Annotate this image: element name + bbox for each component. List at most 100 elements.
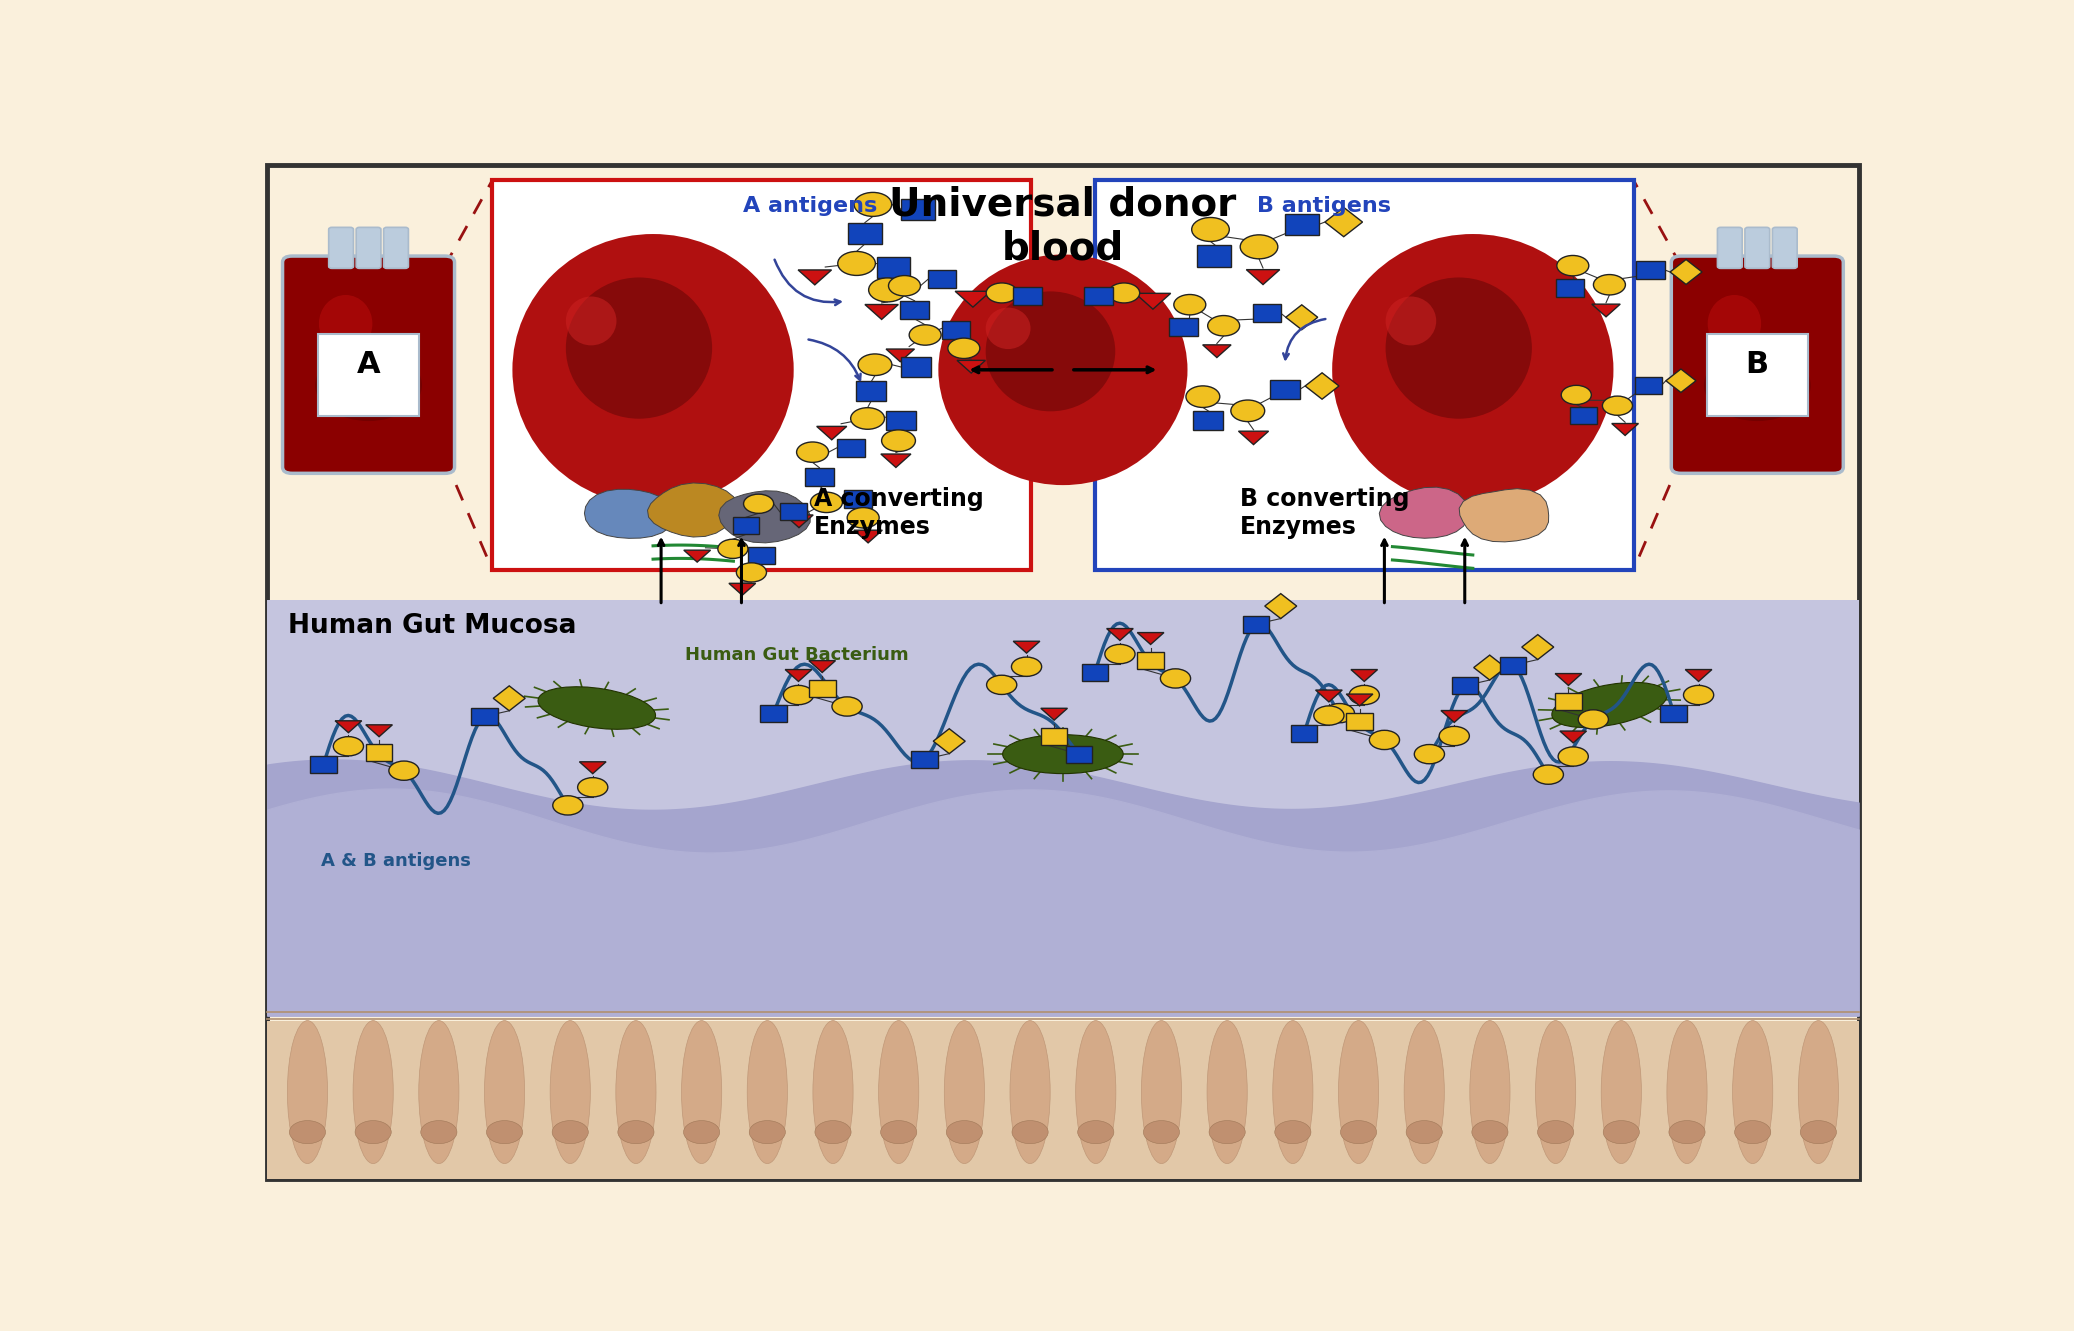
Circle shape bbox=[388, 761, 419, 780]
Ellipse shape bbox=[985, 291, 1116, 411]
Circle shape bbox=[1230, 401, 1265, 422]
Circle shape bbox=[985, 284, 1018, 303]
Circle shape bbox=[1414, 744, 1444, 764]
Polygon shape bbox=[798, 270, 832, 285]
Ellipse shape bbox=[550, 1021, 591, 1163]
Bar bbox=[1661, 704, 1686, 721]
Bar bbox=[1570, 407, 1597, 425]
Bar bbox=[1041, 728, 1068, 744]
Bar bbox=[311, 756, 336, 773]
Polygon shape bbox=[1265, 594, 1296, 619]
Circle shape bbox=[487, 1121, 523, 1143]
Polygon shape bbox=[854, 530, 881, 543]
FancyBboxPatch shape bbox=[282, 256, 454, 474]
Circle shape bbox=[1108, 284, 1141, 303]
Circle shape bbox=[1670, 1121, 1705, 1143]
Polygon shape bbox=[1305, 373, 1340, 399]
Polygon shape bbox=[1379, 487, 1468, 538]
Circle shape bbox=[832, 697, 863, 716]
Bar bbox=[732, 518, 759, 534]
Circle shape bbox=[552, 1121, 589, 1143]
FancyBboxPatch shape bbox=[1773, 228, 1798, 269]
Polygon shape bbox=[728, 583, 755, 595]
Circle shape bbox=[1562, 386, 1591, 405]
Bar bbox=[1137, 652, 1164, 668]
Polygon shape bbox=[1560, 731, 1587, 743]
Ellipse shape bbox=[813, 1021, 852, 1163]
Bar bbox=[492, 180, 1031, 570]
Bar bbox=[836, 439, 865, 457]
Circle shape bbox=[1078, 1121, 1114, 1143]
Circle shape bbox=[1186, 386, 1220, 407]
Polygon shape bbox=[1315, 689, 1342, 701]
Ellipse shape bbox=[1010, 1021, 1049, 1163]
Circle shape bbox=[1533, 765, 1564, 784]
Circle shape bbox=[1558, 256, 1589, 276]
Bar bbox=[1556, 280, 1585, 297]
Ellipse shape bbox=[985, 307, 1031, 349]
Polygon shape bbox=[1014, 642, 1039, 654]
Circle shape bbox=[1209, 1121, 1244, 1143]
Ellipse shape bbox=[1707, 295, 1761, 353]
Text: Human Gut Bacterium: Human Gut Bacterium bbox=[684, 646, 908, 664]
Text: A antigens: A antigens bbox=[742, 196, 877, 216]
Circle shape bbox=[908, 325, 942, 345]
Polygon shape bbox=[1238, 431, 1269, 445]
Ellipse shape bbox=[315, 349, 421, 421]
Ellipse shape bbox=[1002, 735, 1124, 773]
Ellipse shape bbox=[1601, 1021, 1641, 1163]
Circle shape bbox=[1406, 1121, 1441, 1143]
Ellipse shape bbox=[353, 1021, 394, 1163]
Bar bbox=[1083, 286, 1114, 305]
Bar bbox=[1634, 377, 1661, 394]
Circle shape bbox=[1369, 731, 1400, 749]
Bar bbox=[900, 358, 931, 377]
Circle shape bbox=[1558, 747, 1589, 767]
Circle shape bbox=[838, 252, 875, 276]
Polygon shape bbox=[1346, 693, 1373, 705]
Polygon shape bbox=[1686, 669, 1711, 681]
Polygon shape bbox=[1522, 635, 1553, 660]
FancyBboxPatch shape bbox=[384, 228, 409, 269]
Polygon shape bbox=[956, 361, 985, 373]
Bar bbox=[1242, 616, 1269, 632]
Circle shape bbox=[1603, 1121, 1638, 1143]
Bar bbox=[268, 1021, 1858, 1179]
Ellipse shape bbox=[1470, 1021, 1510, 1163]
Circle shape bbox=[811, 492, 842, 512]
Text: A: A bbox=[357, 350, 380, 379]
Circle shape bbox=[846, 507, 879, 528]
Ellipse shape bbox=[566, 277, 711, 419]
Circle shape bbox=[1578, 709, 1609, 729]
Polygon shape bbox=[886, 349, 915, 362]
Polygon shape bbox=[365, 725, 392, 736]
Circle shape bbox=[1012, 1121, 1047, 1143]
Circle shape bbox=[1340, 1121, 1377, 1143]
Ellipse shape bbox=[879, 1021, 919, 1163]
Bar bbox=[857, 382, 886, 401]
Polygon shape bbox=[336, 721, 361, 732]
Circle shape bbox=[1313, 705, 1344, 725]
Circle shape bbox=[888, 276, 921, 295]
Bar bbox=[942, 321, 971, 339]
Bar bbox=[1193, 411, 1224, 430]
Circle shape bbox=[850, 407, 884, 430]
Bar bbox=[1636, 261, 1665, 280]
Bar bbox=[877, 257, 910, 278]
Circle shape bbox=[1537, 1121, 1574, 1143]
Ellipse shape bbox=[682, 1021, 722, 1163]
Text: Human Gut Mucosa: Human Gut Mucosa bbox=[288, 614, 577, 639]
Circle shape bbox=[1207, 315, 1240, 335]
Polygon shape bbox=[881, 454, 910, 467]
Ellipse shape bbox=[1076, 1021, 1116, 1163]
Circle shape bbox=[1012, 658, 1041, 676]
Ellipse shape bbox=[1535, 1021, 1576, 1163]
Polygon shape bbox=[720, 491, 811, 543]
Circle shape bbox=[554, 796, 583, 815]
Polygon shape bbox=[1441, 711, 1468, 723]
Ellipse shape bbox=[1385, 297, 1435, 345]
Bar bbox=[780, 503, 807, 520]
Polygon shape bbox=[809, 660, 836, 672]
Ellipse shape bbox=[1798, 1021, 1838, 1163]
Circle shape bbox=[1439, 727, 1468, 745]
